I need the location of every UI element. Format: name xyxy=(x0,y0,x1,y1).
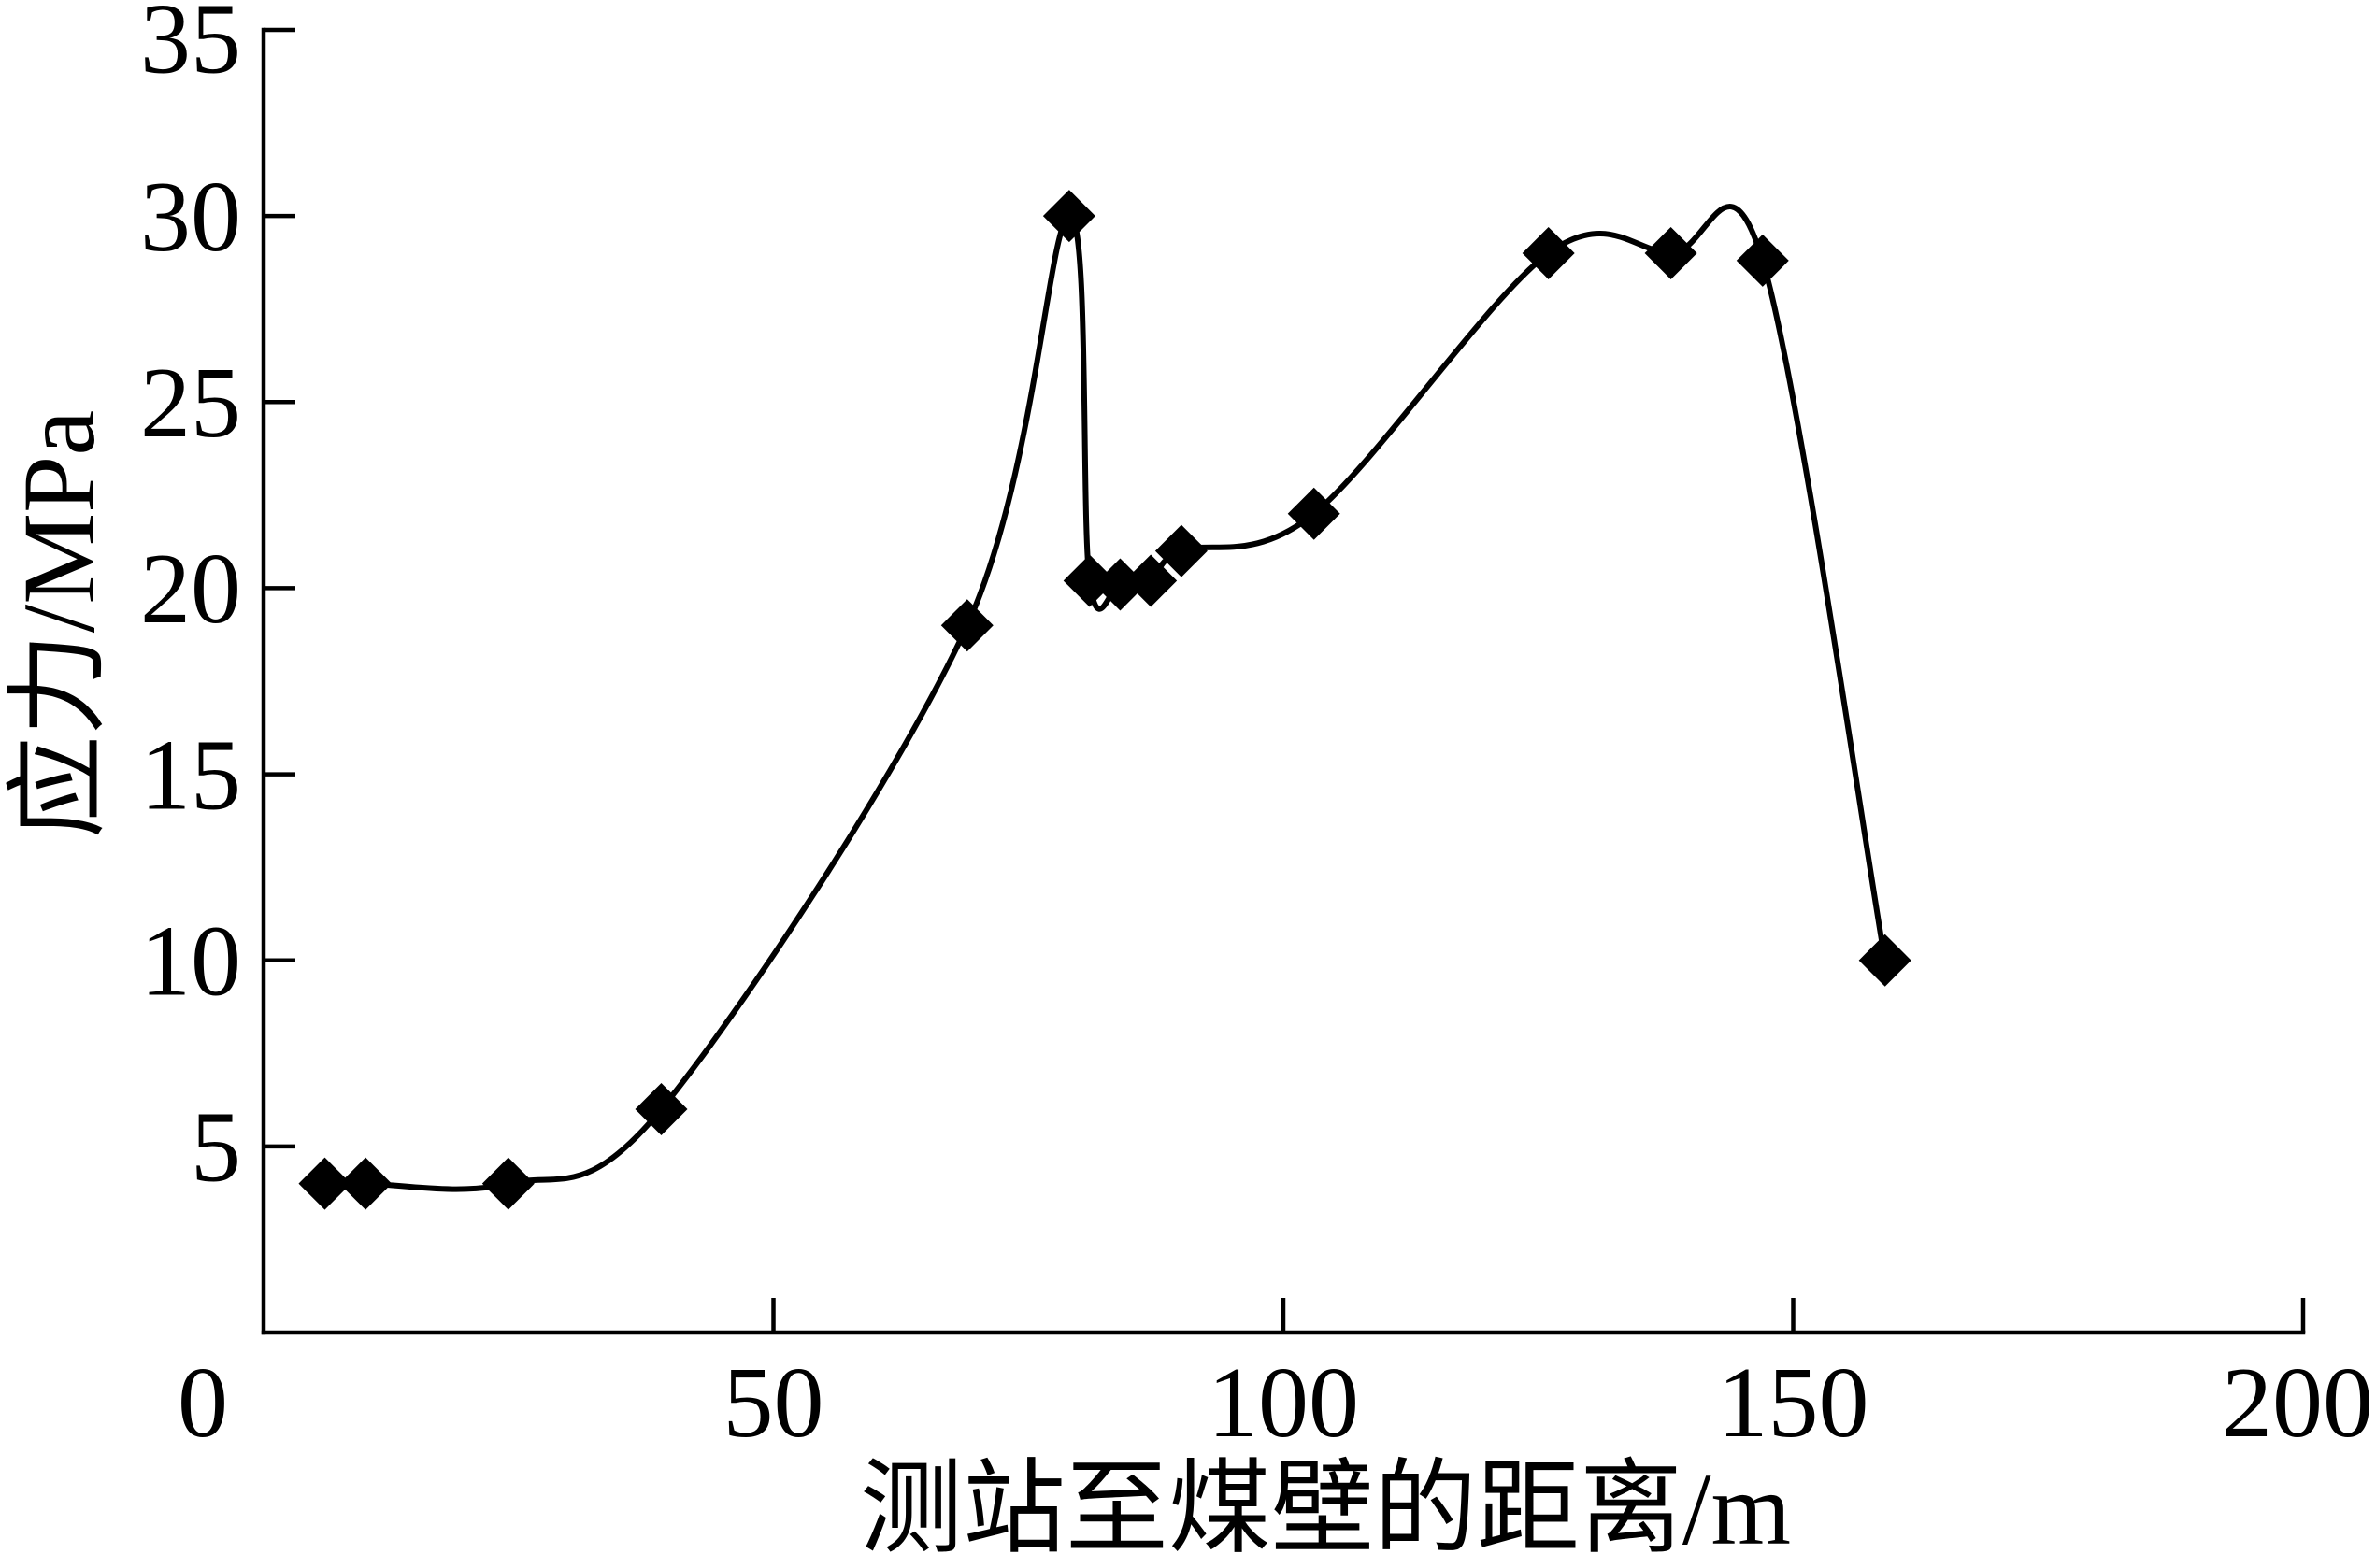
x-tick-label: 50 xyxy=(723,1347,824,1459)
data-point xyxy=(1644,226,1697,279)
data-point xyxy=(1858,934,1911,987)
axes xyxy=(261,27,2306,1335)
data-point xyxy=(635,1083,688,1136)
data-point xyxy=(1522,226,1575,279)
tick-labels: 0 50 100 150 200 5 10 15 20 25 30 35 xyxy=(140,0,2373,1459)
data-point xyxy=(339,1157,393,1210)
data-point xyxy=(1154,524,1208,577)
data-point xyxy=(1063,554,1116,607)
y-tick-label: 25 xyxy=(140,348,241,459)
y-tick-label: 5 xyxy=(191,1092,241,1204)
y-tick-label: 10 xyxy=(140,905,241,1017)
y-tick-label: 20 xyxy=(140,534,241,645)
data-point xyxy=(481,1157,535,1210)
data-point xyxy=(1124,554,1178,607)
x-tick-label: 100 xyxy=(1208,1347,1359,1459)
data-line xyxy=(322,204,1888,1192)
y-tick-label: 35 xyxy=(140,0,241,95)
y-tick-label: 30 xyxy=(140,162,241,273)
y-axis-title: 应力/MPa xyxy=(2,410,116,838)
data-point xyxy=(1736,234,1789,287)
data-point xyxy=(1094,558,1147,611)
x-axis-title: 测站至煤壁的距离/m xyxy=(860,1452,1791,1566)
x-tick-label: 0 xyxy=(178,1347,228,1459)
plot-area xyxy=(298,190,1911,1210)
data-point xyxy=(1287,487,1340,540)
data-point xyxy=(1042,190,1095,243)
y-tick-label: 15 xyxy=(140,720,241,831)
tick-marks xyxy=(264,27,2306,1333)
x-tick-label: 200 xyxy=(2222,1347,2373,1459)
x-tick-label: 150 xyxy=(1718,1347,1869,1459)
data-point xyxy=(940,599,994,652)
data-point xyxy=(298,1157,351,1210)
